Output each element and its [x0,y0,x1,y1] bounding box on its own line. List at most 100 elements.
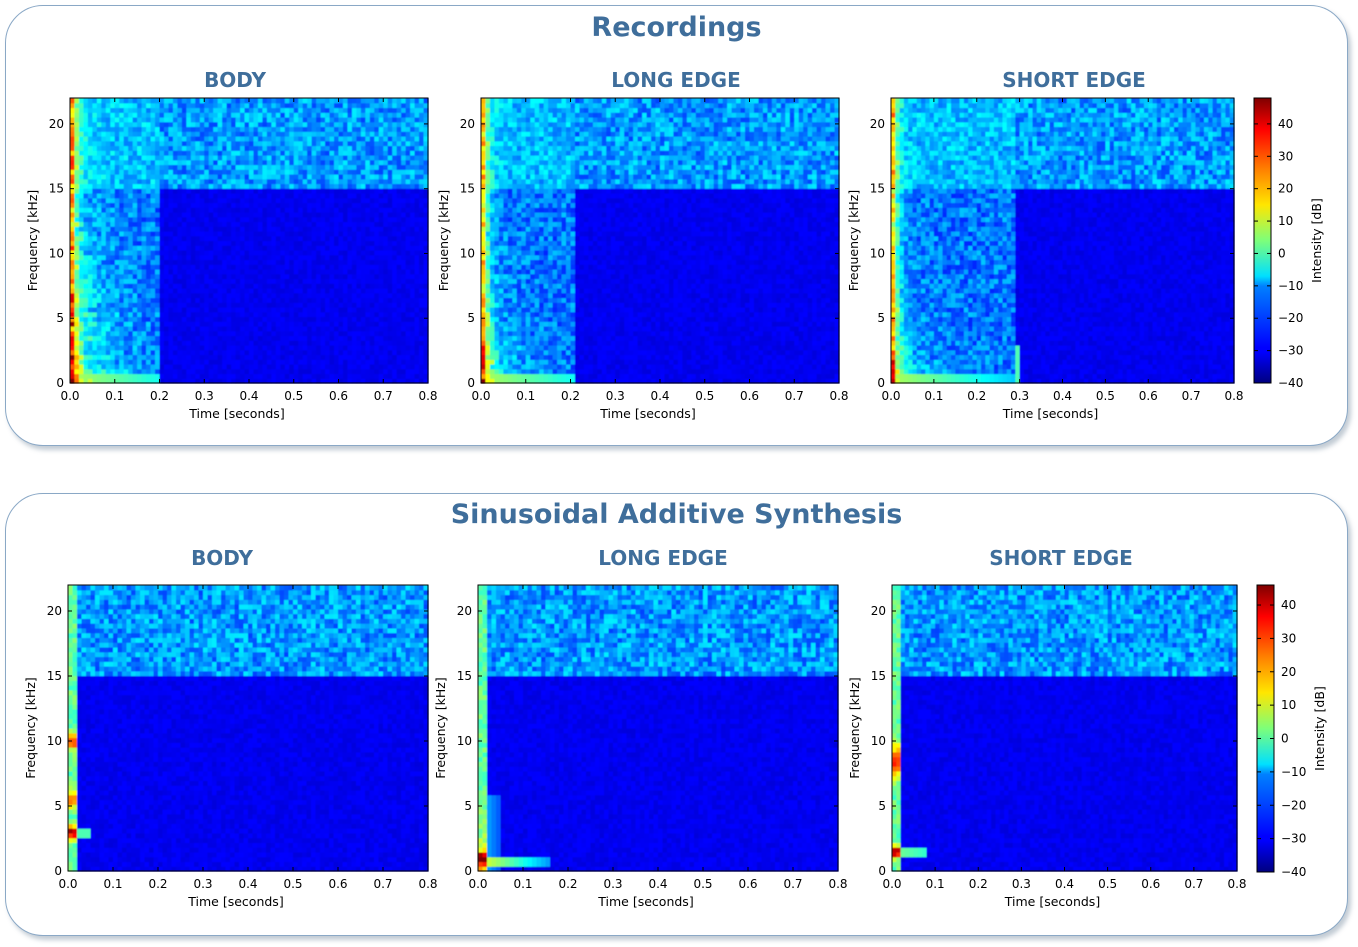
heatmap-cell [160,326,165,331]
heatmap-cell [160,231,165,236]
heatmap-cell [231,250,236,255]
heatmap-cell [271,355,276,360]
heatmap-cell [79,369,84,374]
heatmap-cell [294,350,299,355]
heatmap-cell [191,260,196,265]
heatmap-cell [151,326,156,331]
heatmap-cell [204,321,209,326]
heatmap-cell [253,127,258,132]
heatmap-cell [124,98,129,103]
heatmap-cell [137,364,142,369]
heatmap-cell [289,136,294,141]
heatmap-cell [110,317,115,322]
heatmap-cell [249,141,254,146]
heatmap-cell [231,307,236,312]
heatmap-cell [160,345,165,350]
heatmap-cell [280,141,285,146]
heatmap-cell [195,231,200,236]
heatmap-cell [101,312,106,317]
heatmap-cell [137,122,142,127]
heatmap-cell [151,98,156,103]
heatmap-cell [177,179,182,184]
heatmap-cell [173,283,178,288]
heatmap-cell [133,179,138,184]
heatmap-cell [177,255,182,260]
heatmap-cell [285,355,290,360]
heatmap-cell [276,321,281,326]
heatmap-cell [204,212,209,217]
heatmap-cell [267,307,272,312]
heatmap-cell [74,283,79,288]
heatmap-cell [231,340,236,345]
heatmap-cell [79,103,84,108]
heatmap-cell [236,293,241,298]
heatmap-cell [262,165,267,170]
heatmap-cell [245,198,250,203]
heatmap-cell [289,302,294,307]
heatmap-cell [74,312,79,317]
heatmap-cell [258,160,263,165]
heatmap-cell [231,169,236,174]
heatmap-cell [276,350,281,355]
heatmap-cell [106,317,111,322]
heatmap-cell [240,103,245,108]
heatmap-cell [240,231,245,236]
heatmap-cell [83,312,88,317]
heatmap-cell [276,193,281,198]
heatmap-cell [137,317,142,322]
heatmap-cell [253,288,258,293]
heatmap-cell [128,98,133,103]
heatmap-cell [209,169,214,174]
heatmap-cell [97,150,102,155]
heatmap-cell [106,331,111,336]
heatmap-cell [110,112,115,117]
heatmap-cell [137,350,142,355]
heatmap-cell [267,302,272,307]
heatmap-cell [222,245,227,250]
heatmap-cell [168,293,173,298]
heatmap-cell [280,103,285,108]
heatmap-cell [236,198,241,203]
heatmap-cell [137,269,142,274]
heatmap-cell [177,340,182,345]
heatmap-cell [285,307,290,312]
heatmap-cell [267,331,272,336]
heatmap-cell [110,193,115,198]
heatmap-cell [92,188,97,193]
heatmap-cell [222,331,227,336]
heatmap-cell [231,179,236,184]
heatmap-cell [173,355,178,360]
heatmap-cell [110,355,115,360]
heatmap-cell [253,150,258,155]
heatmap-cell [222,127,227,132]
heatmap-cell [227,112,232,117]
heatmap-cell [258,302,263,307]
heatmap-cell [146,203,151,208]
heatmap-cell [186,331,191,336]
heatmap-cell [204,264,209,269]
heatmap-cell [160,317,165,322]
heatmap-cell [289,174,294,179]
heatmap-cell [236,350,241,355]
heatmap-cell [115,245,120,250]
heatmap-cell [164,331,169,336]
heatmap-cell [195,283,200,288]
heatmap-cell [142,345,147,350]
heatmap-cell [240,155,245,160]
heatmap-cell [227,298,232,303]
heatmap-cell [160,217,165,222]
heatmap-cell [146,298,151,303]
heatmap-cell [79,184,84,189]
heatmap-cell [258,184,263,189]
heatmap-cell [285,165,290,170]
heatmap-cell [285,127,290,132]
heatmap-cell [168,355,173,360]
heatmap-cell [191,179,196,184]
heatmap-cell [160,302,165,307]
heatmap-cell [88,279,93,284]
heatmap-cell [119,241,124,246]
heatmap-cell [115,302,120,307]
heatmap-cell [231,264,236,269]
heatmap-cell [155,250,160,255]
heatmap-cell [182,250,187,255]
